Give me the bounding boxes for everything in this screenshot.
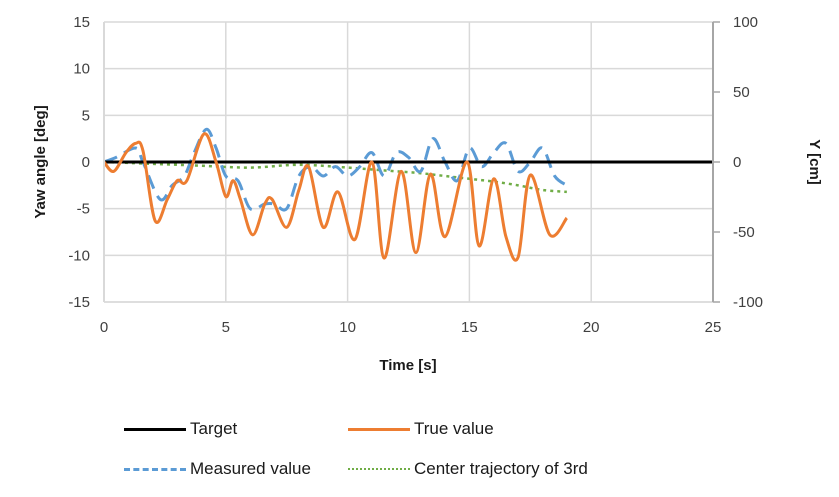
y-tick-label: 5 xyxy=(82,107,90,124)
y-axis-title: Yaw angle [deg] xyxy=(32,105,49,218)
series-group xyxy=(102,127,713,262)
y-tick-label: -10 xyxy=(68,247,90,264)
x-axis-title: Time [s] xyxy=(379,357,436,374)
series-center-trajectory-of-3rd xyxy=(103,160,567,194)
x-tick-label: 10 xyxy=(339,319,356,336)
y-tick-label: 10 xyxy=(73,61,90,78)
x-tick-label: 20 xyxy=(583,319,600,336)
y2-tick-label: -50 xyxy=(733,224,755,241)
y2-tick-label: 100 xyxy=(733,14,758,31)
x-tick-label: 15 xyxy=(461,319,478,336)
y2-tick-label: 0 xyxy=(733,154,741,171)
y2-tick-label: 50 xyxy=(733,84,750,101)
y-tick-label: -15 xyxy=(68,294,90,311)
series-true-value xyxy=(102,132,569,262)
series-measured-value xyxy=(103,127,568,212)
x-tick-label: 25 xyxy=(705,319,722,336)
x-tick-label: 0 xyxy=(100,319,108,336)
y-tick-label: -5 xyxy=(77,201,90,218)
x-tick-label: 5 xyxy=(222,319,230,336)
y2-tick-label: -100 xyxy=(733,294,763,311)
y-tick-label: 15 xyxy=(73,14,90,31)
axes xyxy=(103,21,720,303)
y-tick-label: 0 xyxy=(82,154,90,171)
y2-axis-title: Y [cm] xyxy=(806,139,823,185)
